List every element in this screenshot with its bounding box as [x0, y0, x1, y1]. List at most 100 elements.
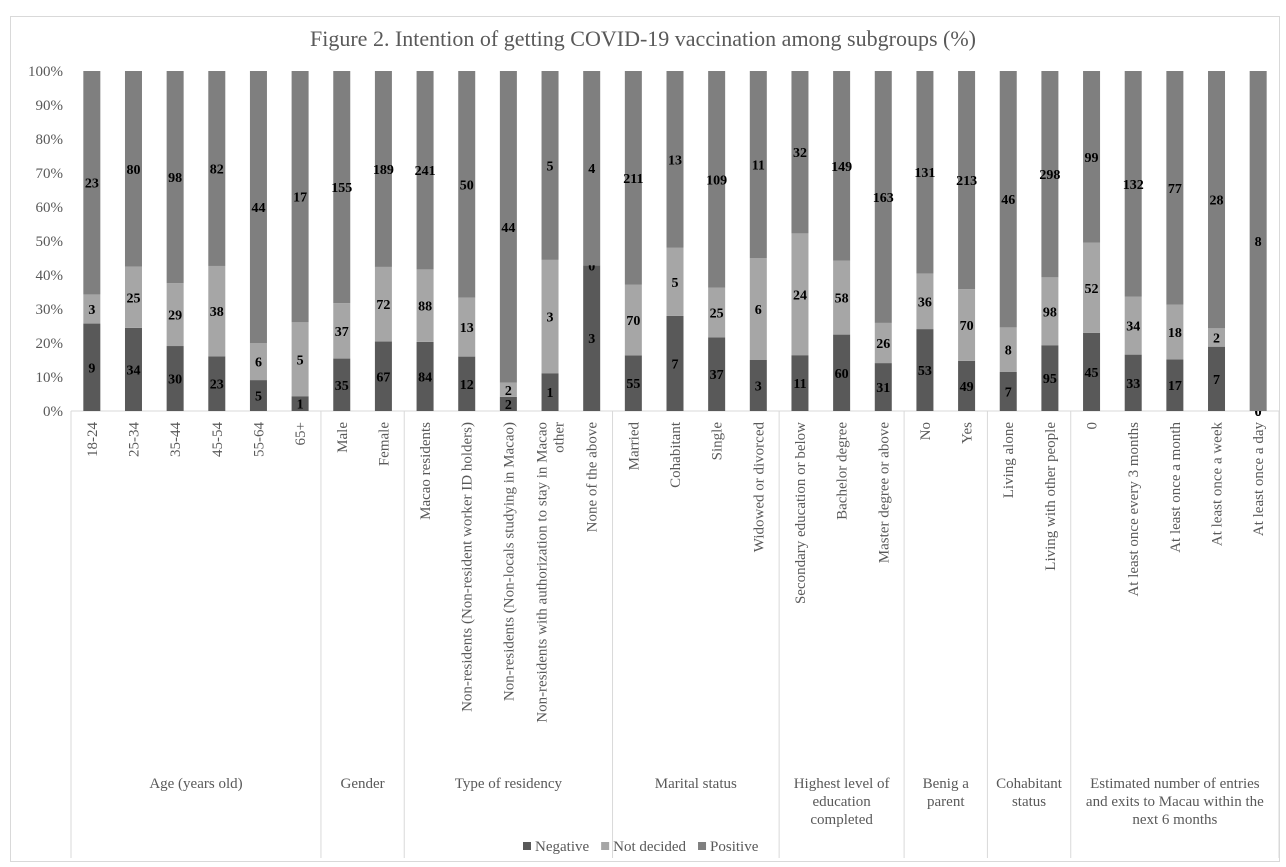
bar-segment-negative	[124, 327, 142, 411]
data-label: 12	[460, 378, 474, 393]
category-label: Non-residents (Non-locals studying in Ma…	[501, 422, 517, 701]
category-label: 65+	[293, 422, 309, 445]
data-label: 3	[755, 380, 762, 395]
data-label: 13	[668, 153, 682, 168]
group-label: Benig a	[923, 776, 970, 792]
bar-segment-positive	[166, 71, 184, 284]
data-label: 32	[793, 146, 807, 161]
category-label: Female	[376, 422, 392, 466]
bar-segment-positive	[624, 71, 642, 285]
category-label: 0	[1085, 422, 1101, 430]
data-label: 5	[547, 159, 554, 174]
bar-segment-not-decided	[1124, 296, 1142, 355]
category-label: Secondary education or below	[793, 422, 809, 604]
data-label: 82	[210, 162, 224, 177]
data-label: 8	[1255, 235, 1262, 250]
data-label: 67	[376, 370, 390, 385]
y-tick-label: 100%	[28, 64, 63, 80]
category-label: Male	[335, 422, 351, 453]
data-label: 99	[1085, 151, 1099, 166]
bar-segment-positive	[374, 71, 392, 267]
bar-segment-not-decided	[874, 322, 892, 364]
data-label: 49	[960, 380, 974, 395]
legend-label: Negative	[535, 839, 589, 855]
bar-segment-positive	[791, 71, 809, 234]
bar-segment-positive	[833, 71, 851, 261]
data-label: 28	[1210, 194, 1224, 209]
bar-segment-not-decided	[749, 258, 767, 360]
bar-segment-positive	[874, 71, 892, 323]
bar-segment-not-decided	[791, 233, 809, 356]
bar-segment-negative	[208, 356, 226, 411]
data-label: 24	[793, 288, 807, 303]
bar-segment-negative	[541, 373, 559, 411]
data-label: 1	[547, 386, 554, 401]
bar-segment-positive	[1249, 71, 1267, 411]
category-label: At least once a day	[1251, 422, 1267, 537]
data-label: 189	[373, 163, 394, 178]
bar-segment-not-decided	[708, 287, 726, 338]
data-label: 23	[85, 177, 99, 192]
bar-segment-negative	[499, 396, 517, 411]
data-label: 25	[126, 291, 140, 306]
bar-segment-not-decided	[458, 297, 476, 357]
group-label: Cohabitant	[996, 776, 1063, 792]
bar-segment-negative	[333, 358, 351, 411]
category-label: None of the above	[585, 422, 601, 533]
bar-segment-positive	[583, 71, 601, 266]
data-label: 80	[126, 163, 140, 178]
bar-segment-positive	[291, 71, 309, 323]
data-label: 55	[626, 377, 640, 392]
data-label: 88	[418, 300, 432, 315]
bar-segment-not-decided	[958, 289, 976, 361]
data-label: 2	[505, 384, 512, 399]
bar-segment-positive	[416, 71, 434, 270]
bar-segment-negative	[791, 355, 809, 411]
category-label: Non-residents (Non-resident worker ID ho…	[460, 422, 476, 712]
chart-title: Figure 2. Intention of getting COVID-19 …	[310, 26, 976, 51]
data-label: 38	[210, 305, 224, 320]
category-label: 18-24	[85, 422, 101, 457]
bar-segment-positive	[1041, 71, 1059, 278]
bar-segment-negative	[999, 371, 1017, 411]
data-label: 1	[297, 398, 304, 413]
data-label: 29	[168, 309, 182, 324]
data-label: 155	[331, 181, 352, 196]
group-label: status	[1012, 794, 1046, 810]
data-label: 34	[126, 363, 140, 378]
bar-segment-not-decided	[916, 273, 934, 330]
data-label: 213	[956, 174, 977, 189]
category-label: Living alone	[1001, 422, 1017, 499]
bar-segment-negative	[1041, 345, 1059, 411]
data-label: 58	[835, 292, 849, 307]
bar-segment-negative	[83, 323, 101, 411]
category-label: Living with other people	[1043, 422, 1059, 571]
bar-segment-negative	[1208, 346, 1226, 411]
data-label: 6	[255, 356, 262, 371]
category-label: Single	[710, 422, 726, 461]
bar-segment-negative	[916, 329, 934, 411]
data-label: 5	[672, 276, 679, 291]
category-label: Macao residents	[418, 422, 434, 520]
bar-segment-not-decided	[1166, 304, 1184, 360]
category-label: 45-54	[210, 422, 226, 457]
group-label: Highest level of	[794, 776, 890, 792]
bar-segment-negative	[583, 265, 601, 411]
data-label: 53	[918, 364, 932, 379]
data-label: 131	[914, 166, 935, 181]
data-label: 26	[876, 337, 890, 352]
data-label: 33	[1126, 377, 1140, 392]
bar-segment-positive	[499, 71, 517, 383]
bar-segment-not-decided	[541, 259, 559, 374]
data-label: 44	[501, 221, 515, 236]
group-label: completed	[810, 812, 873, 828]
bar-segment-not-decided	[333, 303, 351, 359]
data-label: 5	[255, 390, 262, 405]
y-tick-label: 50%	[36, 234, 64, 250]
y-tick-label: 80%	[36, 132, 64, 148]
category-label: Married	[626, 422, 642, 471]
data-label: 35	[335, 379, 349, 394]
bar-segment-not-decided	[124, 266, 142, 328]
category-label: Non-residents with authorization to stay…	[535, 422, 551, 723]
data-label: 3	[588, 332, 595, 347]
